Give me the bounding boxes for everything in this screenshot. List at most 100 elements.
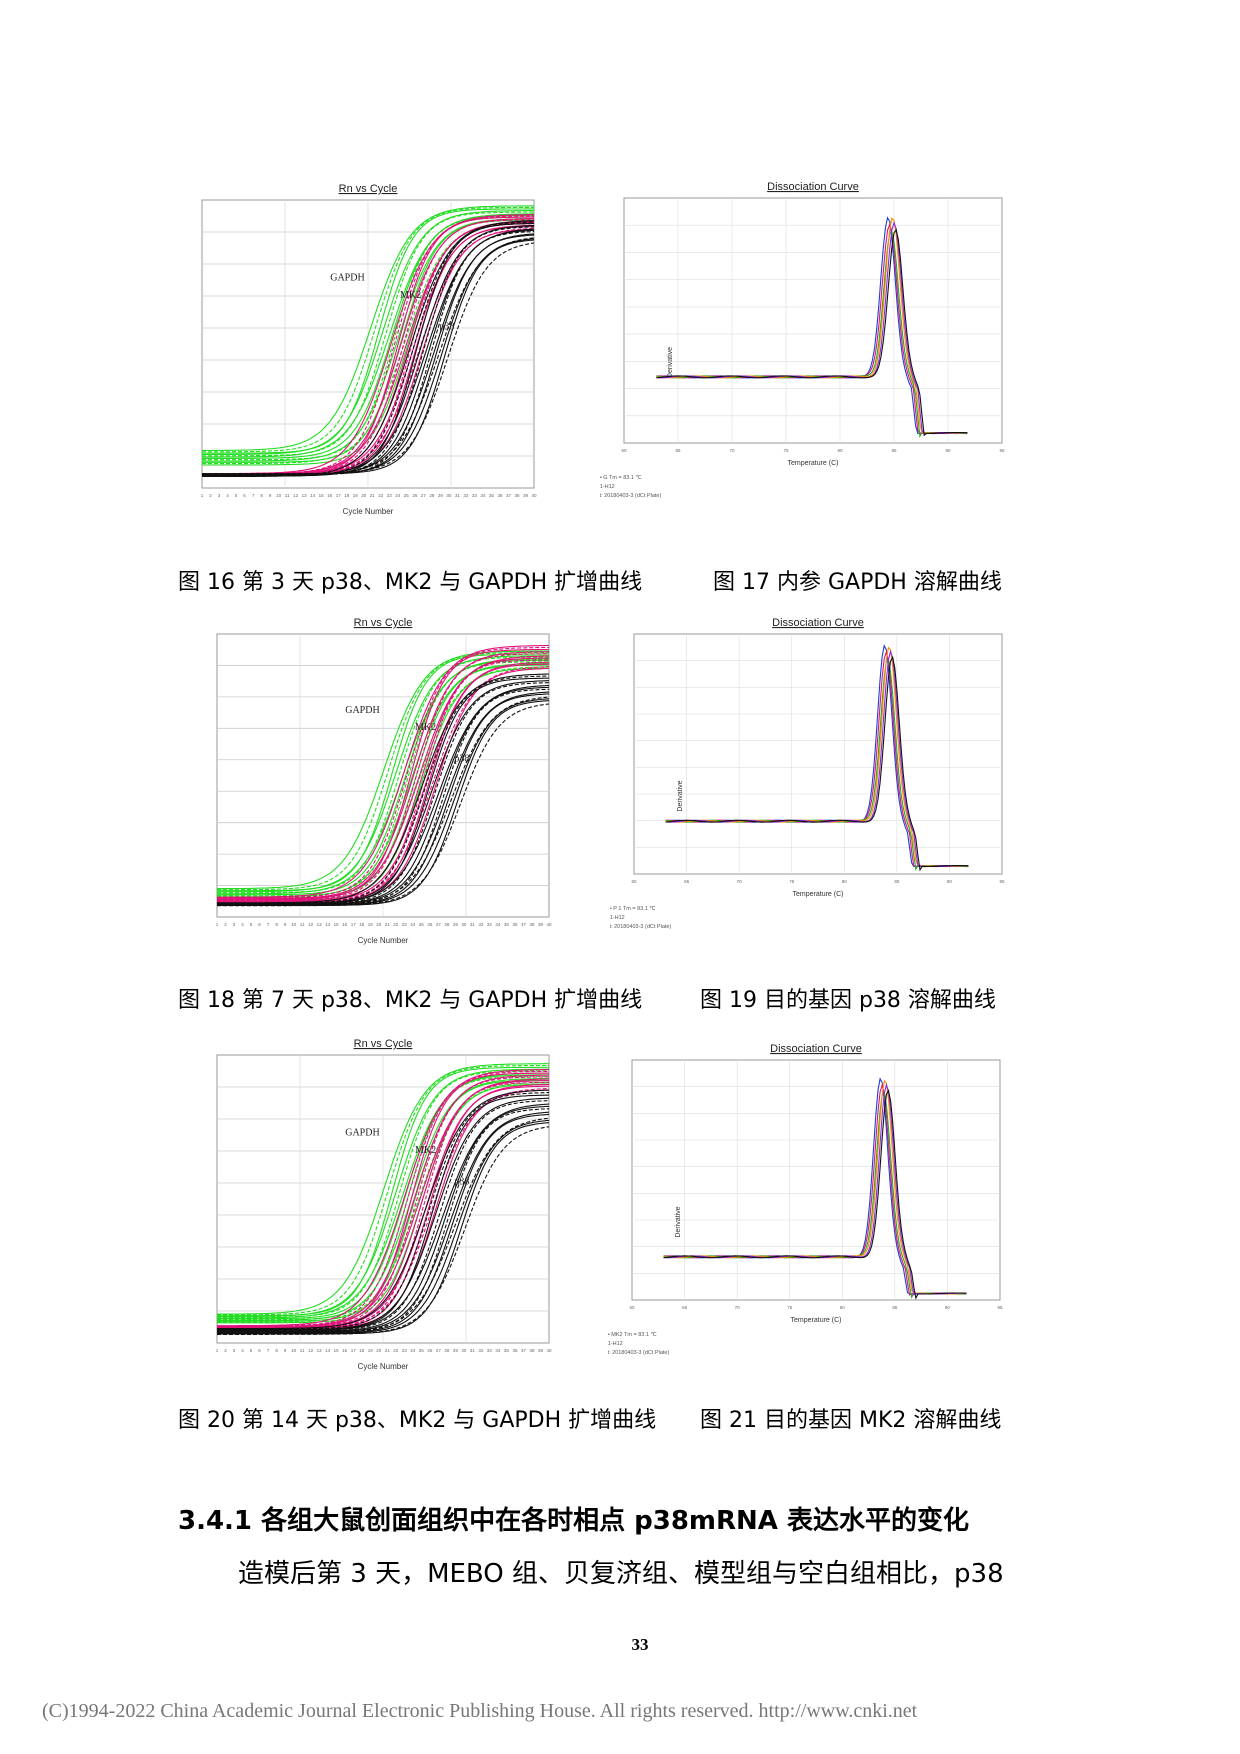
- x-tick-label: 37: [506, 493, 512, 498]
- detector-info-line: Document: 20180403-3 (dCt Plate): [608, 1350, 669, 1356]
- x-tick-label: 40: [546, 1348, 552, 1353]
- amplification-curve: [202, 217, 535, 462]
- amplification-curve: [216, 653, 549, 892]
- melt-curve: [665, 656, 969, 872]
- x-tick-label: 20: [376, 1348, 382, 1353]
- x-tick-label: 90: [947, 879, 953, 884]
- x-tick-label: 8: [275, 1348, 278, 1353]
- x-tick-label: 80: [842, 879, 848, 884]
- x-tick-label: 85: [891, 448, 897, 453]
- figure-20-amplification-chart: Rn vs Cycle 1 2 3 4 5 6 7 8 9 10 11 12 13 14 15 16 17 18 19…: [195, 1033, 555, 1383]
- x-tick-label: 6: [258, 922, 261, 927]
- amplification-curve: [217, 656, 549, 894]
- plot-frame: [631, 1059, 1001, 1301]
- curve-label-gapdh: GAPDH: [345, 705, 379, 716]
- x-tick-label: 1: [216, 1348, 219, 1353]
- x-tick-label: 17: [351, 1348, 357, 1353]
- x-tick-label: 22: [393, 922, 399, 927]
- amplification-curve: [217, 651, 549, 900]
- melt-curve: [656, 228, 968, 437]
- x-tick-label: 7: [252, 493, 255, 498]
- x-tick-label: 30: [446, 493, 452, 498]
- amplification-curve: [217, 1075, 549, 1321]
- x-tick-label: 65: [682, 1305, 688, 1310]
- curve-label-p38: p38: [439, 322, 454, 333]
- x-tick-label: 23: [402, 1348, 408, 1353]
- x-tick-label: 25: [419, 922, 425, 927]
- x-tick-label: 4: [241, 1348, 244, 1353]
- x-tick-label: 90: [945, 448, 951, 453]
- body-paragraph: 造模后第 3 天，MEBO 组、贝复济组、模型组与空白组相比，p38: [238, 1559, 1004, 1589]
- x-tick-label: 32: [478, 922, 484, 927]
- x-tick-label: 3: [218, 493, 221, 498]
- x-tick-label: 85: [892, 1305, 898, 1310]
- page-number: 33: [631, 1635, 649, 1654]
- x-tick-label: 18: [344, 493, 350, 498]
- amplification-curve: [217, 1068, 549, 1318]
- detector-info-line: Well(s): B1-H12: [610, 915, 625, 921]
- diss-chart-svg: Dissociation Curve 60 65 70 75 80 85 90 95 Temper…: [610, 617, 1005, 930]
- amplification-curve: [217, 1074, 550, 1320]
- amplification-curve: [202, 221, 534, 465]
- x-tick-label: 17: [336, 493, 342, 498]
- figure-17-dissociation-chart: Dissociation Curve 60 65 70 75 80 85 90 95 Temper…: [600, 178, 1020, 523]
- x-tick-label: 25: [419, 1348, 425, 1353]
- x-tick-label: 19: [368, 1348, 374, 1353]
- x-tick-label: 85: [894, 879, 900, 884]
- amplification-curve: [202, 208, 534, 454]
- figure-16-amplification-chart: Rn vs Cycle 1 2 3 4 5 6 7 8 9 10 11 12 13 14 15 16 17 18 19…: [180, 178, 540, 528]
- amplification-curve: [217, 1070, 549, 1318]
- amplification-curve: [217, 661, 550, 902]
- detector-info-line: Document: 20180403-3 (dCt Plate): [600, 493, 661, 499]
- x-tick-label: 9: [284, 1348, 287, 1353]
- x-tick-label: 12: [308, 922, 314, 927]
- detector-info-line: Detector: • MK2 Tm = 83.1 ℃: [608, 1332, 657, 1338]
- figure-17-caption: 图 17 内参 GAPDH 溶解曲线: [713, 570, 1002, 595]
- amplification-curve: [217, 1063, 549, 1315]
- x-axis-label: Cycle Number: [358, 1362, 409, 1371]
- x-tick-label: 34: [495, 1348, 501, 1353]
- chart-title: Rn vs Cycle: [339, 183, 398, 195]
- x-tick-label: 80: [837, 448, 843, 453]
- x-tick-label: 11: [285, 493, 290, 498]
- amplification-curve: [202, 205, 534, 452]
- x-tick-label: 29: [453, 922, 459, 927]
- plot-frame: [633, 633, 1003, 875]
- curve-label-mk2: MK2: [415, 722, 436, 733]
- chart-title: Rn vs Cycle: [354, 617, 413, 629]
- x-tick-label: 70: [735, 1305, 741, 1310]
- x-tick-label: 65: [675, 448, 681, 453]
- amplification-curve: [202, 242, 535, 475]
- x-tick-label: 15: [319, 493, 325, 498]
- figure-19-dissociation-chart: Dissociation Curve 60 65 70 75 80 85 90 95 Temper…: [610, 614, 1020, 954]
- x-tick-label: 39: [538, 922, 544, 927]
- figure-18-caption: 图 18 第 7 天 p38、MK2 与 GAPDH 扩增曲线: [178, 988, 643, 1013]
- chart-title: Dissociation Curve: [772, 617, 864, 629]
- chart-title: Rn vs Cycle: [354, 1038, 413, 1050]
- x-axis-label: Cycle Number: [358, 936, 409, 945]
- x-tick-label: 7: [267, 1348, 270, 1353]
- x-tick-label: 36: [512, 1348, 518, 1353]
- curve-label-mk2: MK2: [400, 290, 421, 301]
- x-tick-label: 14: [325, 1348, 331, 1353]
- x-tick-label: 21: [385, 1348, 391, 1353]
- x-tick-label: 17: [351, 922, 357, 927]
- y-axis-label: Derivative: [677, 780, 684, 811]
- x-tick-label: 29: [438, 493, 444, 498]
- y-axis-label: Derivative: [667, 347, 674, 378]
- x-tick-label: 34: [495, 922, 501, 927]
- x-tick-label: 80: [840, 1305, 846, 1310]
- x-tick-label: 2: [224, 922, 227, 927]
- amplification-curve: [217, 650, 550, 890]
- x-tick-label: 20: [376, 922, 382, 927]
- x-tick-label: 28: [429, 493, 435, 498]
- figure-20-caption: 图 20 第 14 天 p38、MK2 与 GAPDH 扩增曲线: [178, 1408, 657, 1433]
- x-tick-label: 38: [529, 1348, 535, 1353]
- series-p38: [202, 220, 535, 478]
- x-tick-label: 1: [201, 493, 204, 498]
- x-tick-label: 36: [512, 922, 518, 927]
- x-tick-label: 23: [387, 493, 393, 498]
- x-tick-label: 10: [291, 922, 297, 927]
- x-axis-label: Cycle Number: [343, 507, 394, 516]
- melt-curve: [656, 217, 968, 435]
